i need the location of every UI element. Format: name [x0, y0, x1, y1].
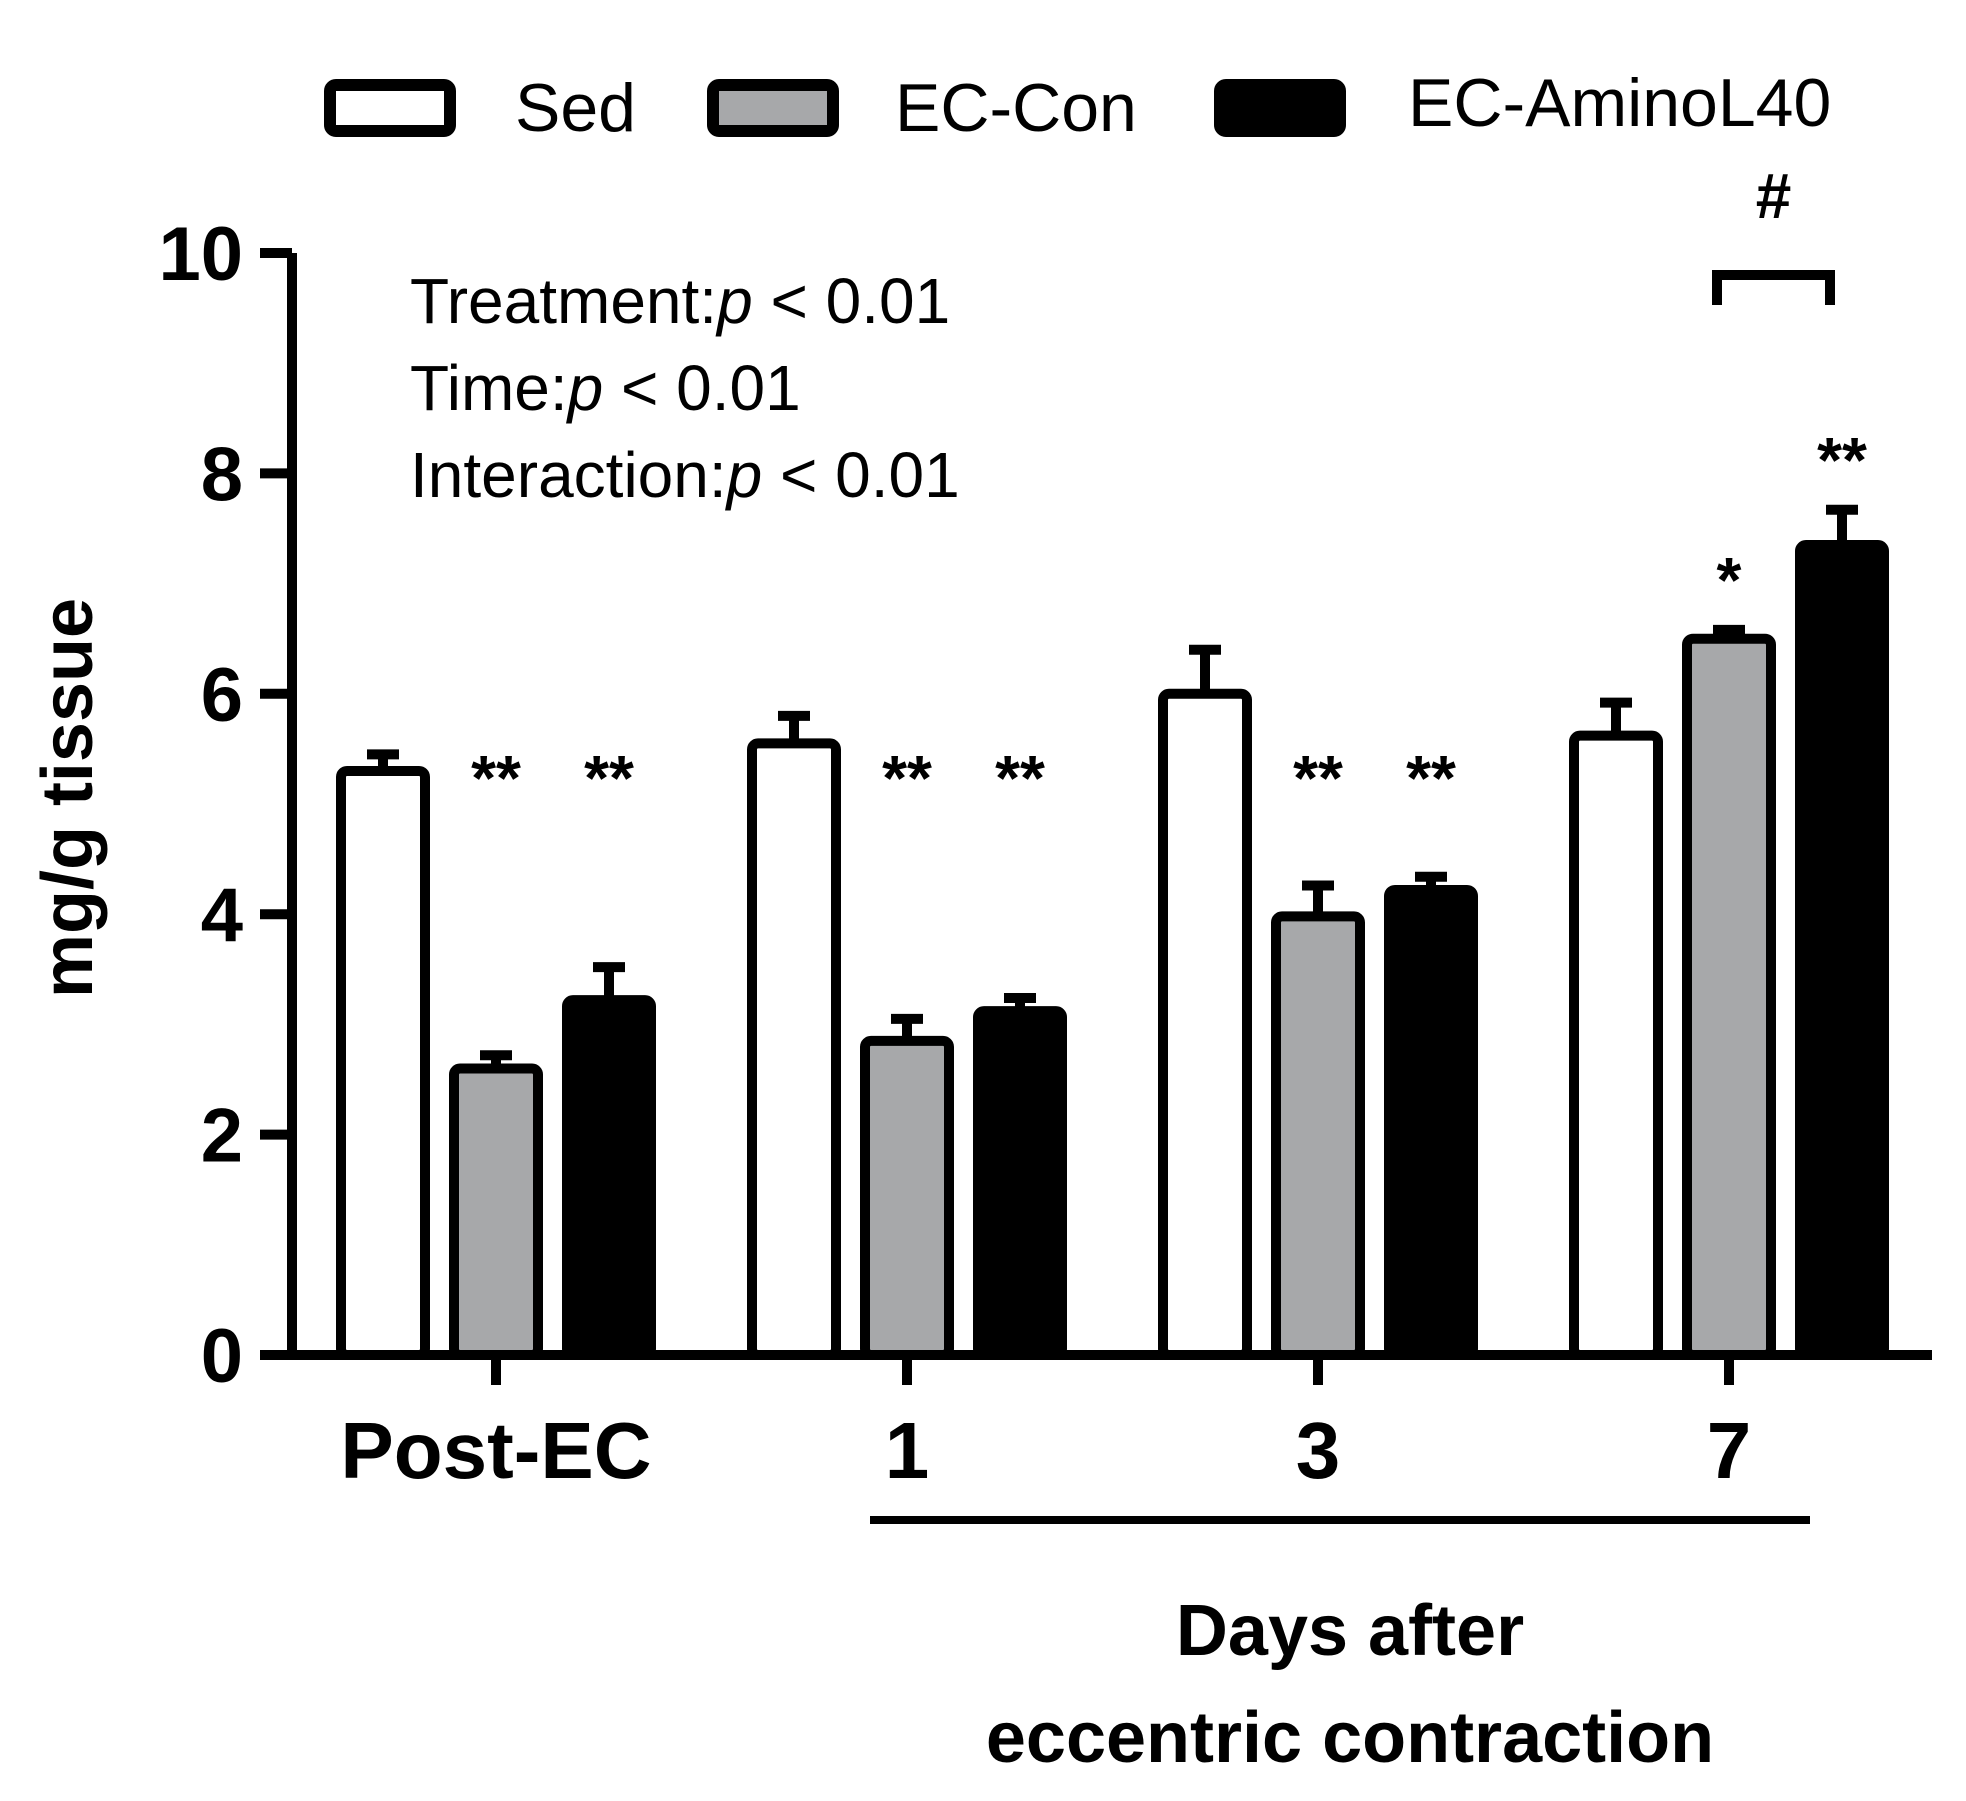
x-tick-label: 3	[1296, 1406, 1341, 1495]
bar-ec-aminol40	[1384, 884, 1478, 1360]
x-tick-label: 1	[885, 1406, 930, 1495]
y-tick-label: 10	[158, 212, 243, 297]
bar-sed	[1569, 730, 1663, 1360]
legend-swatch-ec-aminol40	[1214, 79, 1346, 137]
legend-label-sed: Sed	[515, 70, 636, 146]
stats-time: Time:p < 0.01	[410, 352, 801, 424]
bar-ec-con	[1682, 633, 1776, 1360]
bar-ec-aminol40	[973, 1006, 1067, 1361]
significance-marker: *	[1717, 544, 1742, 616]
comparison-bracket	[1712, 270, 1835, 305]
bar-sed	[747, 738, 841, 1360]
y-tick-label: 6	[201, 653, 243, 738]
legend-label-ec-con: EC-Con	[895, 70, 1137, 146]
bar-ec-con	[860, 1035, 954, 1361]
bars: ** ** ***** ** ****#	[336, 160, 1889, 1361]
significance-marker: **	[471, 742, 521, 814]
x-tick-label: 7	[1707, 1406, 1752, 1495]
legend-swatch-sed	[324, 79, 456, 137]
x-ticks: Post-EC 1 3 7	[340, 1355, 1751, 1495]
y-axis-label: mg/g tissue	[28, 598, 108, 998]
stats-treatment: Treatment:p < 0.01	[410, 265, 950, 337]
y-tick-label: 2	[201, 1094, 243, 1179]
bar-sed	[336, 765, 430, 1360]
y-tick-label: 8	[201, 432, 243, 517]
significance-marker: **	[995, 742, 1045, 814]
significance-marker: **	[1817, 424, 1867, 496]
significance-marker: **	[882, 742, 932, 814]
significance-marker: **	[584, 742, 634, 814]
bar-ec-con	[449, 1063, 543, 1360]
legend-swatch-ec-con	[707, 79, 839, 137]
x-axis-label-line2: eccentric contraction	[986, 1698, 1714, 1778]
x-tick-label: Post-EC	[340, 1406, 651, 1495]
stats-interaction: Interaction:p < 0.01	[410, 439, 960, 511]
y-ticks: 0 2 4 6 8 10	[158, 212, 292, 1399]
stats-annotation: Treatment:p < 0.01 Time:p < 0.01 Interac…	[410, 265, 960, 511]
bar-ec-aminol40	[1795, 540, 1889, 1360]
bracket-label: #	[1756, 160, 1792, 232]
legend-label-ec-aminol40: EC-AminoL40	[1408, 65, 1831, 141]
significance-marker: **	[1406, 742, 1456, 814]
x-axis-label-line1: Days after	[1176, 1591, 1524, 1671]
bar-ec-con	[1271, 911, 1365, 1360]
legend: Sed EC-Con EC-AminoL40	[324, 65, 1831, 146]
bar-sed	[1158, 688, 1252, 1360]
bar-ec-aminol40	[562, 995, 656, 1360]
y-tick-label: 4	[201, 873, 243, 958]
y-tick-label: 0	[201, 1314, 243, 1399]
significance-marker: **	[1293, 742, 1343, 814]
